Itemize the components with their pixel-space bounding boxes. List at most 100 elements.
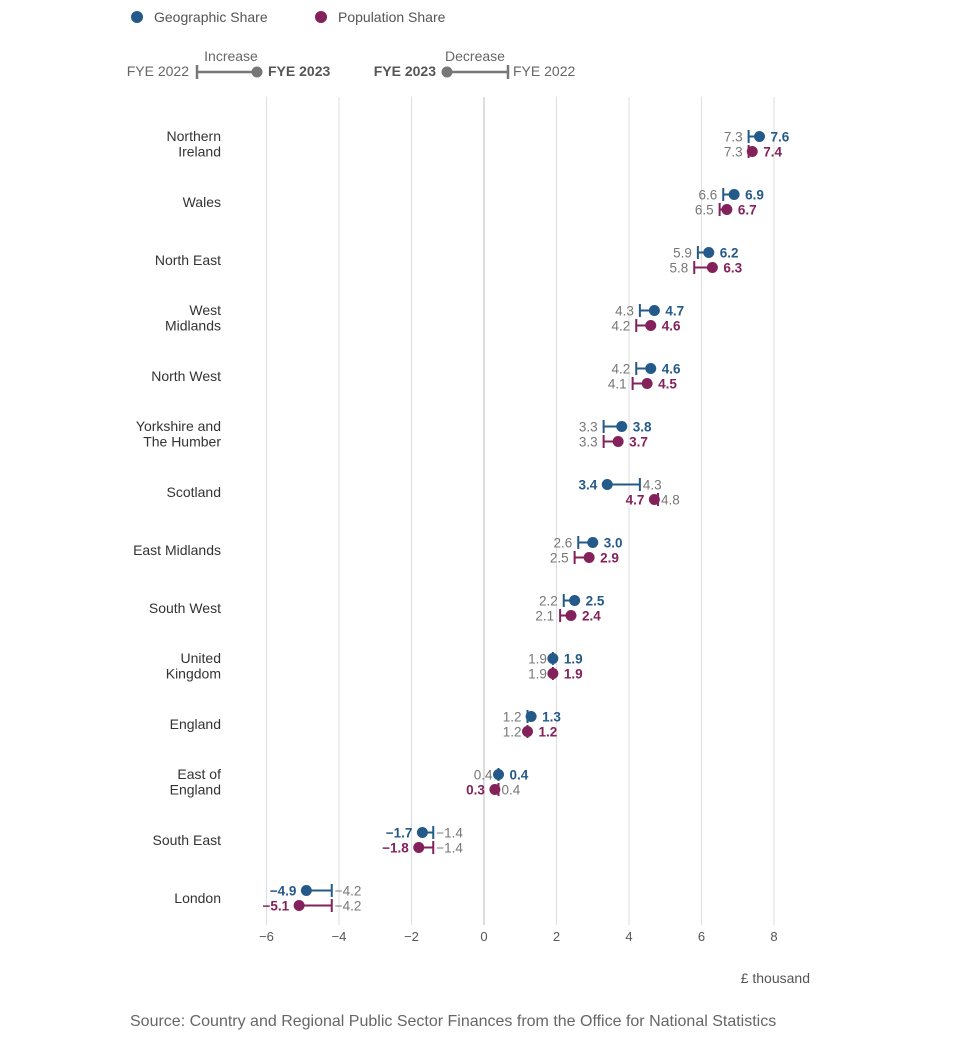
region-row: South West 2.2 2.5 2.1 2.4: [149, 594, 605, 624]
pop-fye2023-dot: [648, 494, 660, 505]
pop-fye2023-label: 6.3: [723, 261, 742, 276]
pop-fye2023-dot: [706, 262, 718, 273]
key-increase-from: FYE 2022: [127, 63, 189, 79]
pop-fye2023-label: 1.9: [564, 667, 583, 682]
geo-fye2022-label: 4.2: [611, 362, 630, 377]
pop-fye2023-dot: [721, 204, 733, 215]
x-tick-label: −4: [332, 929, 347, 944]
unit-label: £ thousand: [741, 970, 810, 986]
pop-fye2023-dot: [293, 900, 305, 911]
key-decrease-to: FYE 2022: [513, 63, 575, 79]
pop-fye2023-dot: [522, 726, 533, 737]
pop-fye2023-dot: [583, 552, 595, 563]
key-decrease-dot: [441, 66, 453, 78]
pop-fye2022-label: 5.8: [669, 261, 688, 276]
pop-fye2023-label: −5.1: [262, 899, 289, 914]
region-label: East Midlands: [133, 542, 221, 558]
pop-fye2023-label: 7.4: [763, 145, 782, 160]
region-label: London: [174, 890, 221, 906]
pop-fye2022-label: 7.3: [724, 145, 743, 160]
geo-fye2023-dot: [493, 769, 504, 780]
geo-fye2023-label: 0.4: [510, 768, 529, 783]
geo-fye2022-label: 1.2: [503, 710, 522, 725]
region-row: Scotland 3.4 4.34.7 4.8: [167, 478, 680, 508]
geo-fye2023-label: 3.4: [578, 478, 597, 493]
geo-fye2023-dot: [601, 479, 613, 490]
geo-fye2023-dot: [648, 305, 660, 316]
region-label: North West: [151, 368, 221, 384]
geo-fye2022-label: −4.2: [335, 884, 362, 899]
geo-fye2022-label: 4.3: [615, 304, 634, 319]
geo-fye2022-label: 5.9: [673, 246, 692, 261]
geo-fye2023-label: 7.6: [771, 130, 790, 145]
x-tick-label: 4: [625, 929, 632, 944]
grid: [266, 97, 775, 925]
legend-pop-marker: [315, 11, 327, 23]
region-label: South West: [149, 600, 221, 616]
geo-fye2023-dot: [300, 885, 312, 896]
geo-fye2023-dot: [703, 247, 715, 258]
geo-fye2023-dot: [525, 711, 537, 722]
key-decrease: Decrease FYE 2023 FYE 2022: [374, 48, 575, 79]
geo-fye2023-label: 2.5: [586, 594, 605, 609]
geo-fye2023-label: 3.8: [633, 420, 652, 435]
key-increase-to: FYE 2023: [268, 63, 330, 79]
geo-fye2023-label: 1.9: [564, 652, 583, 667]
geo-fye2023-label: 3.0: [604, 536, 623, 551]
region-label: East of: [177, 766, 221, 782]
key-increase-title: Increase: [204, 48, 258, 64]
pop-fye2022-label: −1.4: [436, 841, 463, 856]
geo-fye2022-label: 3.3: [579, 420, 598, 435]
region-label: Scotland: [167, 484, 221, 500]
pop-fye2023-dot: [489, 784, 501, 795]
pop-fye2023-label: 4.6: [662, 319, 681, 334]
region-label: England: [170, 716, 221, 732]
region-label: North East: [155, 252, 221, 268]
pop-fye2023-dot: [565, 610, 577, 621]
pop-fye2023-label: 0.3: [466, 783, 485, 798]
geo-fye2023-dot: [616, 421, 628, 432]
region-row: East Midlands 2.6 3.0 2.5 2.9: [133, 536, 622, 566]
x-tick-label: 6: [698, 929, 705, 944]
geo-fye2022-label: 2.6: [553, 536, 572, 551]
geo-fye2023-label: −4.9: [270, 884, 297, 899]
pop-fye2023-label: 2.9: [600, 551, 619, 566]
pop-fye2022-label: 4.1: [608, 377, 627, 392]
pop-fye2022-label: 6.5: [695, 203, 714, 218]
region-row: England 1.2 1.31.2 1.2: [170, 710, 562, 740]
pop-fye2023-dot: [746, 146, 758, 157]
x-tick-label: 8: [770, 929, 777, 944]
geo-fye2023-dot: [587, 537, 599, 548]
region-label: West: [189, 302, 221, 318]
pop-fye2023-label: 6.7: [738, 203, 757, 218]
pop-fye2023-dot: [645, 320, 657, 331]
geo-fye2023-label: 1.3: [542, 710, 561, 725]
geo-fye2023-label: 4.7: [665, 304, 684, 319]
pop-fye2023-label: 2.4: [582, 609, 601, 624]
key-increase: Increase FYE 2022 FYE 2023: [127, 48, 330, 79]
pop-fye2022-label: 3.3: [579, 435, 598, 450]
key-increase-dot: [251, 66, 263, 78]
legend-pop-label: Population Share: [338, 9, 446, 25]
pop-fye2023-dot: [547, 668, 559, 679]
region-label: Midlands: [165, 318, 221, 334]
pop-fye2022-label: 4.8: [661, 493, 680, 508]
region-label: United: [181, 650, 221, 666]
x-tick-label: 2: [553, 929, 560, 944]
geo-fye2022-label: −1.4: [436, 826, 463, 841]
x-tick-label: −2: [404, 929, 419, 944]
geo-fye2022-label: 6.6: [698, 188, 717, 203]
geo-fye2023-dot: [416, 827, 428, 838]
pop-fye2022-label: 2.5: [550, 551, 569, 566]
x-tick-label: 0: [480, 929, 487, 944]
region-label: South East: [153, 832, 222, 848]
region-label: Yorkshire and: [136, 418, 221, 434]
pop-fye2023-dot: [413, 842, 425, 853]
region-row: London −4.9 −4.2 −5.1 −4.2: [174, 884, 361, 914]
geo-fye2023-label: 6.9: [745, 188, 764, 203]
geo-fye2023-label: 4.6: [662, 362, 681, 377]
